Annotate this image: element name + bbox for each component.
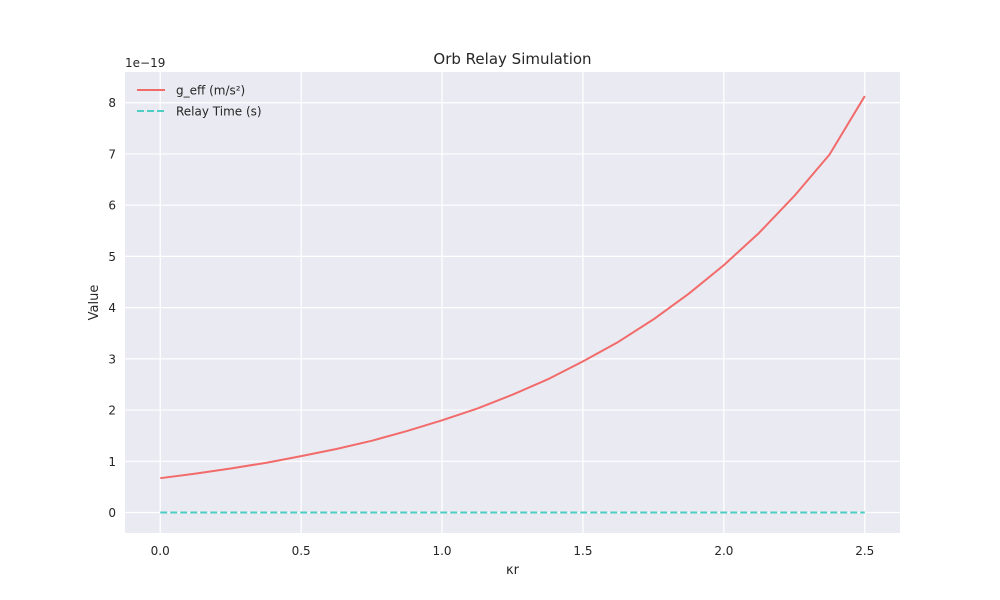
y-tick-label: 2 xyxy=(108,404,116,418)
y-axis-label: Value xyxy=(87,285,102,321)
x-tick-label: 0.5 xyxy=(292,544,311,558)
y-tick-label: 4 xyxy=(108,301,116,315)
x-tick-label: 1.0 xyxy=(432,544,451,558)
y-tick-label: 3 xyxy=(108,352,116,366)
x-tick-label: 0.0 xyxy=(151,544,170,558)
series-line-g-eff xyxy=(160,95,866,480)
series-layer xyxy=(160,95,866,514)
y-tick-label: 1 xyxy=(108,455,116,469)
legend: g_eff (m/s²) Relay Time (s) xyxy=(137,84,262,119)
grid xyxy=(125,72,900,533)
legend-label-g-eff: g_eff (m/s²) xyxy=(176,84,245,98)
x-tick-label: 2.5 xyxy=(855,544,874,558)
legend-label-relay-time: Relay Time (s) xyxy=(176,105,262,119)
y-axis-ticks: 0 1 2 3 4 5 6 7 8 xyxy=(108,96,116,520)
x-axis-ticks: 0.0 0.5 1.0 1.5 2.0 2.5 xyxy=(151,544,875,558)
y-axis-offset-label: 1e−19 xyxy=(125,56,165,70)
chart-title: Orb Relay Simulation xyxy=(433,50,591,68)
x-tick-label: 2.0 xyxy=(714,544,733,558)
y-tick-label: 6 xyxy=(108,199,116,213)
y-tick-label: 0 xyxy=(108,506,116,520)
plot-area xyxy=(125,72,900,533)
x-axis-label: κr xyxy=(506,563,520,578)
x-tick-label: 1.5 xyxy=(573,544,592,558)
y-tick-label: 7 xyxy=(108,147,116,161)
y-tick-label: 5 xyxy=(108,250,116,264)
y-tick-label: 8 xyxy=(108,96,116,110)
